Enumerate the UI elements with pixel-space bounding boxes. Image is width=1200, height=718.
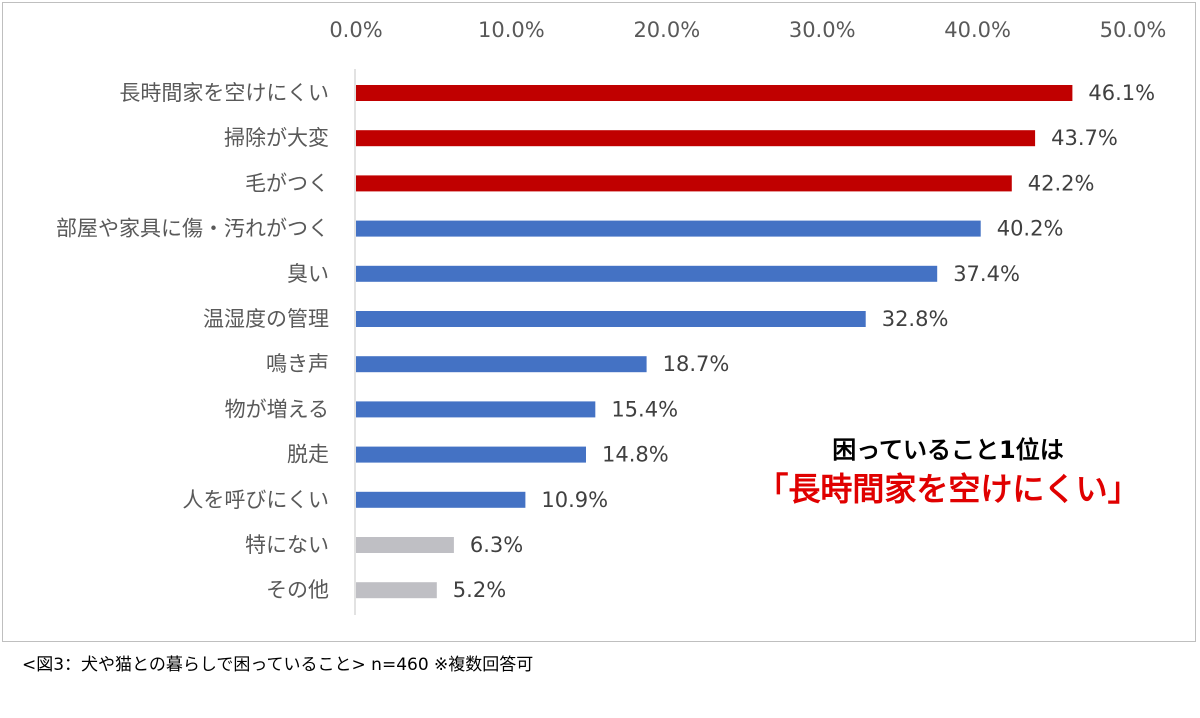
x-tick-label: 40.0% <box>944 18 1011 42</box>
category-label: その他 <box>266 578 329 602</box>
data-label: 43.7% <box>1051 126 1118 150</box>
bar <box>356 446 586 463</box>
data-label: 5.2% <box>453 578 506 602</box>
figure-caption: <図3：犬や猫との暮らしで困っていること> n=460 ※複数回答可 <box>22 655 534 675</box>
bar <box>356 311 866 327</box>
category-label: 温湿度の管理 <box>203 307 329 331</box>
category-label: 臭い <box>287 262 329 286</box>
category-label: 毛がつく <box>245 171 329 195</box>
category-label: 鳴き声 <box>266 352 329 376</box>
x-tick-label: 0.0% <box>329 18 382 42</box>
bar <box>356 265 938 282</box>
bar <box>356 401 596 418</box>
data-label: 6.3% <box>470 533 523 557</box>
x-tick-label: 10.0% <box>478 18 545 42</box>
data-label: 37.4% <box>953 262 1020 286</box>
category-label: 掃除が大変 <box>224 126 329 150</box>
category-label: 部屋や家具に傷・汚れがつく <box>56 217 329 241</box>
bar <box>356 220 981 237</box>
bar <box>356 582 437 599</box>
x-tick-label: 30.0% <box>789 18 856 42</box>
data-label: 42.2% <box>1028 171 1095 195</box>
data-label: 15.4% <box>611 397 678 421</box>
bar <box>356 356 647 373</box>
bar <box>356 537 454 553</box>
bar <box>356 175 1012 192</box>
category-label: 脱走 <box>287 443 329 467</box>
category-label: 物が増える <box>225 397 329 421</box>
x-tick-label: 20.0% <box>633 18 700 42</box>
data-label: 40.2% <box>997 217 1064 241</box>
chart-frame: 0.0% 10.0% 20.0% 30.0% 40.0% 50.0% 長時間家を空けにくい… <box>2 2 1196 642</box>
bar <box>356 85 1073 101</box>
callout-line-1: 困っていること1位は <box>832 436 1064 464</box>
data-label: 14.8% <box>602 443 669 467</box>
category-labels: 長時間家を空けにくい掃除が大変毛がつく部屋や家具に傷・汚れがつく臭い温湿度の管理… <box>56 81 329 602</box>
bar <box>356 491 526 508</box>
x-axis-ticks: 0.0% 10.0% 20.0% 30.0% 40.0% 50.0% <box>329 18 1166 42</box>
bar-chart: 0.0% 10.0% 20.0% 30.0% 40.0% 50.0% 長時間家を空けにくい… <box>56 18 1166 615</box>
x-tick-label: 50.0% <box>1100 18 1167 42</box>
data-label: 32.8% <box>882 307 949 331</box>
bars <box>356 85 1073 599</box>
category-label: 特にない <box>245 533 329 557</box>
category-label: 人を呼びにくい <box>182 488 329 512</box>
callout-line-2: 「長時間家を空けにくい」 <box>756 470 1139 508</box>
data-labels: 46.1% 43.7% 42.2% 40.2% 37.4%32.8% 18.7% 15.4%… <box>453 81 1155 602</box>
category-label: 長時間家を空けにくい <box>119 81 329 105</box>
data-label: 18.7% <box>663 352 730 376</box>
bar <box>356 130 1036 147</box>
data-label: 10.9% <box>541 488 608 512</box>
data-label: 46.1% <box>1088 81 1155 105</box>
